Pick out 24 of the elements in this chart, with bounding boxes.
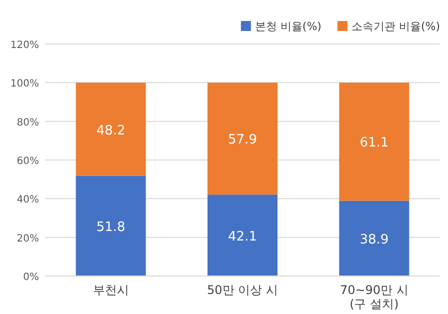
x-tick-label: 50만 이상 시	[207, 283, 278, 297]
y-tick-label: 80%	[16, 117, 39, 128]
x-tick-label: 부천시	[92, 283, 129, 297]
y-tick-label: 20%	[16, 233, 39, 244]
y-tick-label: 100%	[10, 78, 39, 90]
y-tick-label: 120%	[10, 40, 39, 51]
x-tick-label: 70~90만 시 (구 설치)	[340, 283, 408, 311]
data-label: 57.9	[228, 132, 257, 148]
data-label: 51.8	[96, 220, 126, 235]
data-label: 42.1	[228, 229, 257, 244]
bar	[76, 82, 146, 176]
bar	[76, 176, 146, 276]
legend-label: 소속기관 비율(%)	[351, 20, 440, 33]
data-label: 38.9	[360, 232, 389, 248]
data-label: 61.1	[360, 136, 389, 151]
y-tick-label: 0%	[23, 272, 39, 283]
data-label: 48.2	[96, 123, 126, 138]
bar	[208, 82, 278, 195]
legend-label: 본청 비율(%)	[254, 20, 322, 33]
y-tick-label: 40%	[16, 194, 39, 206]
bar	[208, 194, 278, 276]
bar	[339, 200, 410, 276]
bar	[339, 82, 410, 201]
y-tick-label: 60%	[16, 156, 39, 167]
